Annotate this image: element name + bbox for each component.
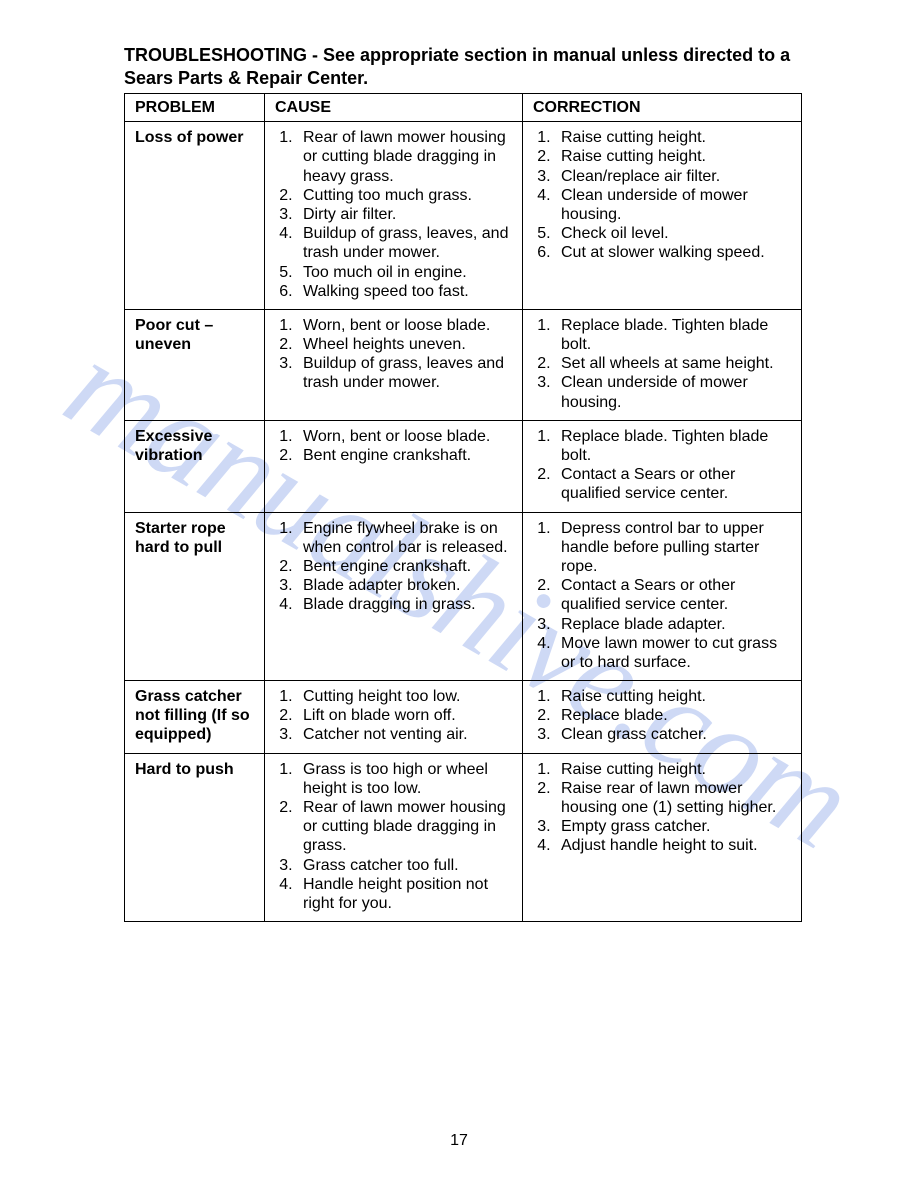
cause-item: Dirty air filter. [297,205,514,224]
cause-list: Engine flywheel brake is on when control… [275,519,514,615]
header-correction: CORRECTION [523,94,802,122]
cause-item: Rear of lawn mower housing or cutting bl… [297,128,514,186]
cause-list: Worn, bent or loose blade.Bent engine cr… [275,427,514,465]
cause-cell: Worn, bent or loose blade.Bent engine cr… [265,420,523,512]
cause-cell: Cutting height too low.Lift on blade wor… [265,681,523,754]
table-row: Starter rope hard to pull Engine flywheel… [125,512,802,681]
correction-item: Cut at slower walking speed. [555,243,793,262]
correction-cell: Raise cutting height.Replace blade.Clean… [523,681,802,754]
cause-list: Worn, bent or loose blade.Wheel heights … [275,316,514,393]
table-row: Poor cut – unevenWorn, bent or loose bla… [125,309,802,420]
correction-item: Clean underside of mower housing. [555,373,793,411]
correction-cell: Raise cutting height.Raise cutting heigh… [523,122,802,310]
correction-item: Replace blade. Tighten blade bolt. [555,427,793,465]
correction-item: Contact a Sears or other qualified servi… [555,465,793,503]
problem-cell: Excessive vibration [125,420,265,512]
cause-item: Catcher not venting air. [297,725,514,744]
correction-item: Replace blade. [555,706,793,725]
correction-item: Raise rear of lawn mower housing one (1)… [555,779,793,817]
cause-item: Too much oil in engine. [297,263,514,282]
correction-cell: Depress control bar to upper handle befo… [523,512,802,681]
correction-cell: Replace blade. Tighten blade bolt.Set al… [523,309,802,420]
correction-item: Adjust handle height to suit. [555,836,793,855]
cause-item: Bent engine crankshaft. [297,557,514,576]
cause-item: Grass catcher too full. [297,856,514,875]
correction-item: Move lawn mower to cut grass or to hard … [555,634,793,672]
cause-cell: Rear of lawn mower housing or cutting bl… [265,122,523,310]
cause-item: Wheel heights uneven. [297,335,514,354]
cause-item: Bent engine crankshaft. [297,446,514,465]
correction-list: Replace blade. Tighten blade bolt.Set al… [533,316,793,412]
cause-list: Rear of lawn mower housing or cutting bl… [275,128,514,301]
correction-item: Clean grass catcher. [555,725,793,744]
problem-cell: Poor cut – uneven [125,309,265,420]
correction-list: Replace blade. Tighten blade bolt.Contac… [533,427,793,504]
correction-item: Replace blade. Tighten blade bolt. [555,316,793,354]
correction-item: Replace blade adapter. [555,615,793,634]
correction-item: Clean/replace air filter. [555,167,793,186]
correction-item: Raise cutting height. [555,147,793,166]
cause-cell: Engine flywheel brake is on when control… [265,512,523,681]
problem-cell: Loss of power [125,122,265,310]
correction-item: Empty grass catcher. [555,817,793,836]
correction-cell: Replace blade. Tighten blade bolt.Contac… [523,420,802,512]
cause-item: Cutting too much grass. [297,186,514,205]
header-cause: CAUSE [265,94,523,122]
cause-cell: Grass is too high or wheel height is too… [265,753,523,922]
correction-list: Depress control bar to upper handle befo… [533,519,793,673]
problem-cell: Starter rope hard to pull [125,512,265,681]
correction-list: Raise cutting height.Raise rear of lawn … [533,760,793,856]
cause-item: Grass is too high or wheel height is too… [297,760,514,798]
cause-item: Worn, bent or loose blade. [297,316,514,335]
cause-item: Worn, bent or loose blade. [297,427,514,446]
table-body: Loss of power Rear of lawn mower housing … [125,122,802,922]
correction-item: Raise cutting height. [555,128,793,147]
header-problem: PROBLEM [125,94,265,122]
table-row: Grass catcher not filling (If so equippe… [125,681,802,754]
cause-item: Lift on blade worn off. [297,706,514,725]
cause-item: Blade adapter broken. [297,576,514,595]
correction-item: Clean underside of mower housing. [555,186,793,224]
cause-item: Handle height position not right for you… [297,875,514,913]
cause-item: Cutting height too low. [297,687,514,706]
cause-item: Rear of lawn mower housing or cutting bl… [297,798,514,856]
table-row: Excessive vibration Worn, bent or loose b… [125,420,802,512]
correction-item: Set all wheels at same height. [555,354,793,373]
cause-item: Walking speed too fast. [297,282,514,301]
table-row: Loss of power Rear of lawn mower housing … [125,122,802,310]
problem-cell: Hard to push [125,753,265,922]
problem-cell: Grass catcher not filling (If so equippe… [125,681,265,754]
correction-item: Raise cutting height. [555,687,793,706]
cause-item: Blade dragging in grass. [297,595,514,614]
table-header-row: PROBLEM CAUSE CORRECTION [125,94,802,122]
page-number: 17 [0,1132,918,1150]
cause-item: Engine flywheel brake is on when control… [297,519,514,557]
correction-item: Check oil level. [555,224,793,243]
correction-item: Raise cutting height. [555,760,793,779]
section-title: TROUBLESHOOTING - See appropriate sectio… [124,44,802,89]
correction-list: Raise cutting height.Raise cutting heigh… [533,128,793,262]
troubleshooting-table: PROBLEM CAUSE CORRECTION Loss of power Re… [124,93,802,922]
cause-item: Buildup of grass, leaves, and trash unde… [297,224,514,262]
cause-cell: Worn, bent or loose blade.Wheel heights … [265,309,523,420]
correction-item: Depress control bar to upper handle befo… [555,519,793,577]
cause-list: Grass is too high or wheel height is too… [275,760,514,914]
correction-item: Contact a Sears or other qualified servi… [555,576,793,614]
table-row: Hard to push Grass is too high or wheel h… [125,753,802,922]
correction-cell: Raise cutting height.Raise rear of lawn … [523,753,802,922]
cause-list: Cutting height too low.Lift on blade wor… [275,687,514,745]
manual-page: manualshive.com TROUBLESHOOTING - See ap… [0,0,918,1188]
cause-item: Buildup of grass, leaves and trash under… [297,354,514,392]
correction-list: Raise cutting height.Replace blade.Clean… [533,687,793,745]
